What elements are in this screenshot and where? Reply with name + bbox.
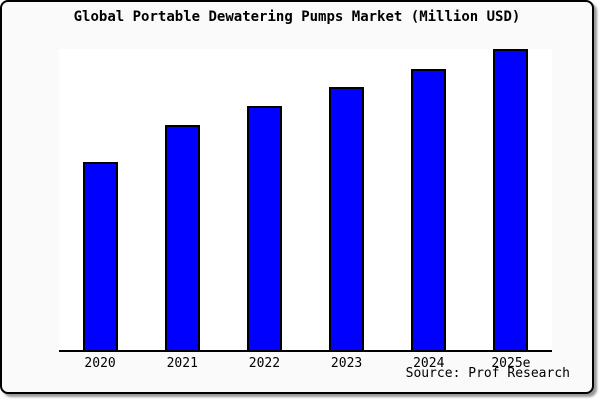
x-tick-label-2024: 2024 bbox=[413, 356, 445, 371]
x-tick-label-2020: 2020 bbox=[84, 356, 116, 371]
bar-2021 bbox=[164, 125, 200, 350]
bar-2022 bbox=[246, 106, 282, 350]
bar-2024 bbox=[411, 69, 447, 350]
x-tick-label-2021: 2021 bbox=[166, 356, 198, 371]
bar-2025e bbox=[493, 49, 529, 350]
chart-title: Global Portable Dewatering Pumps Market … bbox=[73, 9, 521, 25]
bar-2023 bbox=[329, 87, 365, 350]
x-tick-label-2023: 2023 bbox=[330, 356, 363, 371]
source-credit: Source: Prof Research bbox=[405, 366, 570, 381]
chart-frame: Global Portable Dewatering Pumps Market … bbox=[0, 0, 594, 394]
x-tick-label-2022: 2022 bbox=[248, 356, 281, 371]
x-tick-label-2025e: 2025e bbox=[491, 356, 531, 371]
bar-2020 bbox=[82, 162, 118, 350]
plot-area bbox=[59, 49, 552, 352]
